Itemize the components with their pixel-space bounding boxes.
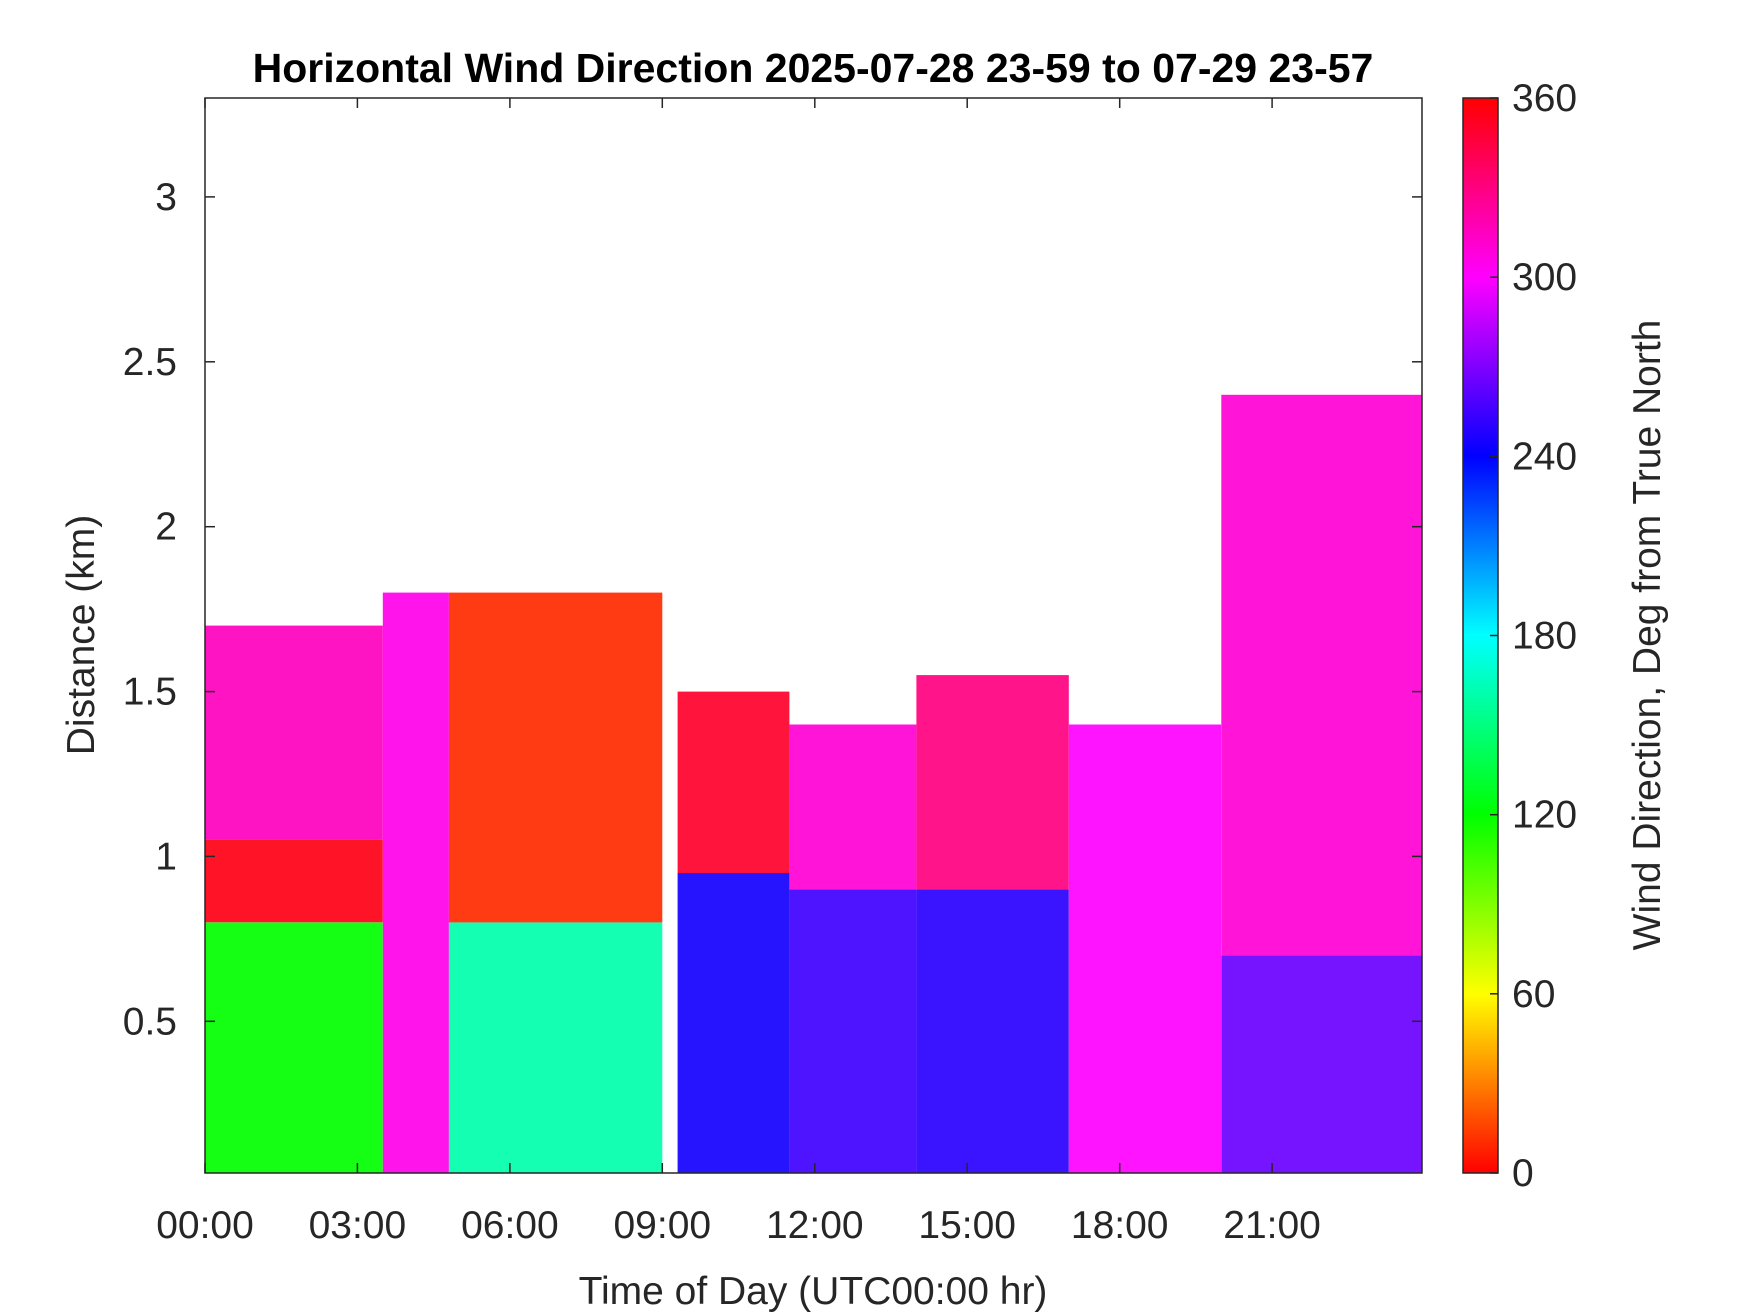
x-tick-label: 18:00	[1071, 1204, 1169, 1247]
heat-region-0	[205, 922, 383, 1173]
x-tick-label: 00:00	[156, 1204, 254, 1247]
heat-region-13	[1221, 955, 1422, 1173]
x-axis: 00:00 03:00 06:00 09:00 12:00 15:00 18:00 21:00	[156, 98, 1321, 1247]
colorbar-tick-label: 180	[1512, 615, 1577, 658]
y-tick-label: 3	[155, 176, 177, 219]
y-tick-label: 0.5	[123, 1000, 177, 1043]
y-axis-label: Distance (km)	[60, 515, 103, 756]
colorbar-tick-label: 240	[1512, 435, 1577, 478]
colorbar-tick-label: 360	[1512, 77, 1577, 120]
heat-region-7	[677, 691, 790, 873]
y-tick-label: 1.5	[123, 671, 177, 714]
chart-title: Horizontal Wind Direction 2025-07-28 23-…	[253, 45, 1374, 91]
y-tick-label: 1	[155, 835, 177, 878]
colorbar-tick-label: 120	[1512, 794, 1577, 837]
colorbar-axis: 0 60 120 180 240 300 360	[1490, 77, 1577, 1195]
heat-region-5	[448, 592, 663, 923]
x-axis-label: Time of Day (UTC00:00 hr)	[579, 1270, 1048, 1313]
colorbar-tick-label: 60	[1512, 973, 1555, 1016]
heat-region-10	[916, 889, 1069, 1173]
x-tick-label: 12:00	[766, 1204, 864, 1247]
heat-region-6	[677, 872, 790, 1173]
heatmap-layer	[205, 394, 1422, 1173]
colorbar-tick-label: 300	[1512, 256, 1577, 299]
x-tick-label: 06:00	[461, 1204, 559, 1247]
colorbar-label: Wind Direction, Deg from True North	[1626, 320, 1669, 951]
y-tick-label: 2.5	[123, 341, 177, 384]
heat-region-12	[1068, 724, 1222, 1173]
x-tick-label: 03:00	[309, 1204, 407, 1247]
colorbar-tick-label: 0	[1512, 1152, 1534, 1195]
x-tick-label: 15:00	[918, 1204, 1016, 1247]
heat-region-9	[789, 724, 917, 890]
heat-region-1	[205, 839, 383, 923]
y-axis: 0.5 1 1.5 2 2.5 3	[123, 176, 1422, 1043]
plot-frame	[204, 97, 1423, 1174]
heat-region-2	[205, 625, 383, 840]
heat-region-11	[916, 675, 1069, 890]
heat-region-4	[448, 922, 663, 1173]
heat-region-8	[789, 889, 917, 1173]
heat-region-3	[382, 592, 449, 1173]
heat-region-14	[1221, 394, 1422, 956]
x-tick-label: 09:00	[613, 1204, 711, 1247]
y-tick-label: 2	[155, 506, 177, 549]
x-tick-label: 21:00	[1223, 1204, 1321, 1247]
